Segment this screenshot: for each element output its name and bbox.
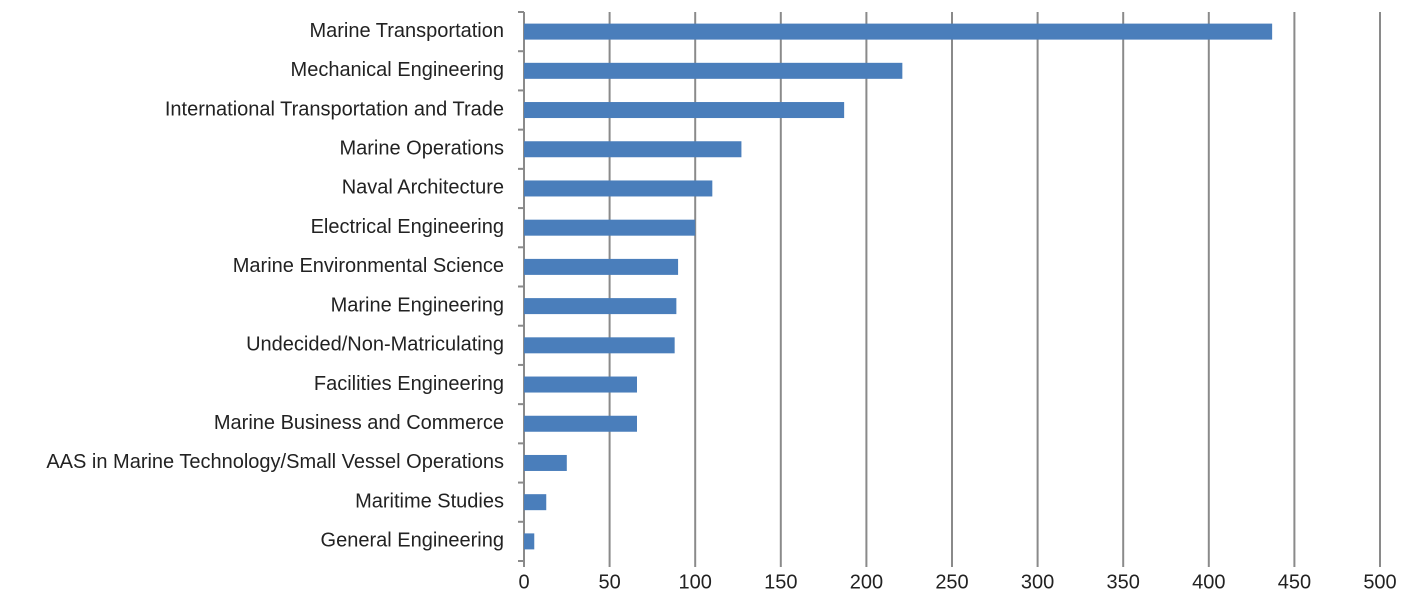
x-tick-label: 0	[518, 571, 529, 593]
x-tick-label: 300	[1021, 571, 1054, 593]
bar	[524, 102, 845, 119]
bar	[524, 219, 696, 236]
bar	[524, 533, 535, 550]
y-tick-label: Marine Transportation	[309, 20, 504, 42]
x-tick-label: 100	[679, 571, 712, 593]
bar	[524, 298, 677, 315]
y-tick-label: General Engineering	[321, 530, 504, 552]
y-tick-label: Marine Engineering	[331, 294, 504, 316]
y-tick-label: Marine Business and Commerce	[214, 412, 504, 434]
bar	[524, 258, 679, 275]
x-tick-label: 500	[1363, 571, 1396, 593]
y-tick-label: Marine Operations	[339, 138, 504, 160]
x-tick-label: 400	[1192, 571, 1225, 593]
x-tick-label: 350	[1107, 571, 1140, 593]
bar	[524, 337, 675, 354]
y-tick-label: Electrical Engineering	[311, 216, 504, 238]
y-tick-label: Maritime Studies	[355, 490, 504, 512]
y-tick-label: Undecided/Non-Matriculating	[246, 334, 504, 356]
x-tick-label: 50	[598, 571, 620, 593]
x-tick-label: 200	[850, 571, 883, 593]
y-tick-label: Marine Environmental Science	[233, 255, 504, 277]
bar	[524, 376, 637, 393]
x-tick-label: 250	[935, 571, 968, 593]
bar	[524, 415, 637, 432]
bar	[524, 180, 713, 197]
y-tick-label: Mechanical Engineering	[291, 59, 504, 81]
x-tick-label: 150	[764, 571, 797, 593]
y-tick-label: AAS in Marine Technology/Small Vessel Op…	[46, 451, 504, 473]
x-tick-label: 450	[1278, 571, 1311, 593]
bar	[524, 141, 742, 158]
bar	[524, 454, 567, 471]
bar	[524, 23, 1273, 40]
bar	[524, 62, 903, 79]
bar	[524, 494, 547, 511]
y-tick-label: International Transportation and Trade	[165, 98, 504, 120]
y-tick-label: Naval Architecture	[342, 177, 504, 199]
y-tick-label: Facilities Engineering	[314, 373, 504, 395]
